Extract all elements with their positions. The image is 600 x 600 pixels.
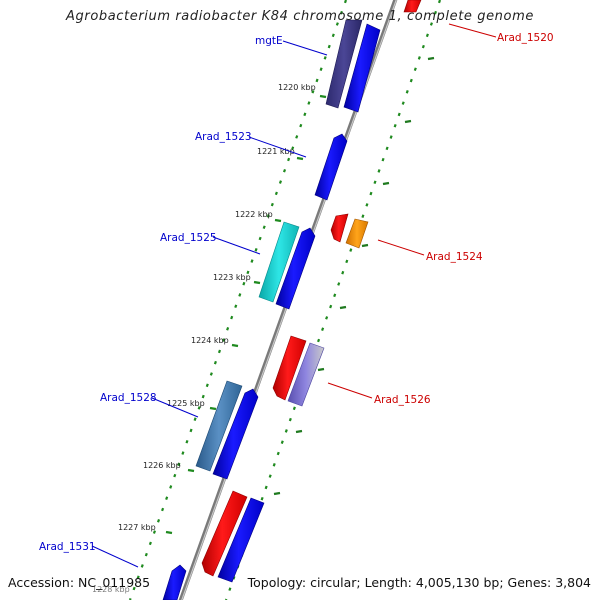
ruler-label-1224: 1224 kbp: [191, 336, 229, 345]
gene-blue-4[interactable]: [217, 497, 265, 583]
gene-arad-1524[interactable]: [345, 218, 369, 249]
ruler-label-1225: 1225 kbp: [167, 399, 205, 408]
gene-arad-1525[interactable]: [258, 221, 300, 303]
gene-blue-1[interactable]: [343, 23, 381, 113]
label-mgtE[interactable]: mgtE: [255, 35, 283, 47]
label-arad-1525[interactable]: Arad_1525: [160, 232, 217, 244]
label-arad-1524[interactable]: Arad_1524: [426, 251, 483, 263]
leader-arad-1524: [377, 239, 425, 256]
gene-blue-3[interactable]: [212, 388, 259, 480]
leader-arad-1531: [91, 545, 139, 568]
gene-mgtE[interactable]: [325, 19, 363, 109]
leader-mgtE: [282, 40, 328, 56]
label-arad-1526[interactable]: Arad_1526: [374, 394, 431, 406]
ruler-ticks: [165, 94, 327, 535]
gene-arad-1526[interactable]: [287, 342, 325, 407]
label-arad-1523[interactable]: Arad_1523: [195, 131, 252, 143]
gene-blue-2[interactable]: [275, 227, 316, 310]
gene-red-1[interactable]: [272, 335, 307, 401]
topology-label: Topology: circular; Length: 4,005,130 bp…: [247, 575, 591, 590]
gene-arad-1528[interactable]: [195, 380, 243, 472]
ruler-label-1220: 1220 kbp: [278, 83, 316, 92]
gene-arad-1520[interactable]: [403, 0, 422, 13]
map-title: Agrobacterium radiobacter K84 chromosome…: [66, 9, 534, 24]
gene-red-2[interactable]: [201, 490, 248, 577]
gene-arad-1524-red[interactable]: [330, 213, 349, 243]
ruler-label-1228: 1228 kbp: [92, 585, 130, 594]
label-arad-1528[interactable]: Arad_1528: [100, 392, 157, 404]
ruler-label-1222: 1222 kbp: [235, 210, 273, 219]
leader-arad-1525: [212, 236, 261, 255]
leader-arad-1520: [448, 23, 497, 38]
label-arad-1520[interactable]: Arad_1520: [497, 32, 554, 44]
right-tick-rail: [224, 0, 442, 600]
label-arad-1531[interactable]: Arad_1531: [39, 541, 96, 553]
accession-label: Accession: NC_011985: [8, 575, 151, 590]
gene-arad-1523[interactable]: [314, 133, 348, 201]
ruler-label-1223: 1223 kbp: [213, 273, 251, 282]
right-tick-marks: [273, 56, 435, 496]
leader-arad-1526: [327, 382, 373, 399]
ruler-label-1221: 1221 kbp: [257, 147, 295, 156]
leader-arad-1528: [151, 397, 199, 418]
ruler-label-1226: 1226 kbp: [143, 461, 181, 470]
gene-arad-1531[interactable]: [162, 564, 187, 600]
leader-arad-1523: [248, 136, 307, 158]
ruler-label-1227: 1227 kbp: [118, 523, 156, 532]
